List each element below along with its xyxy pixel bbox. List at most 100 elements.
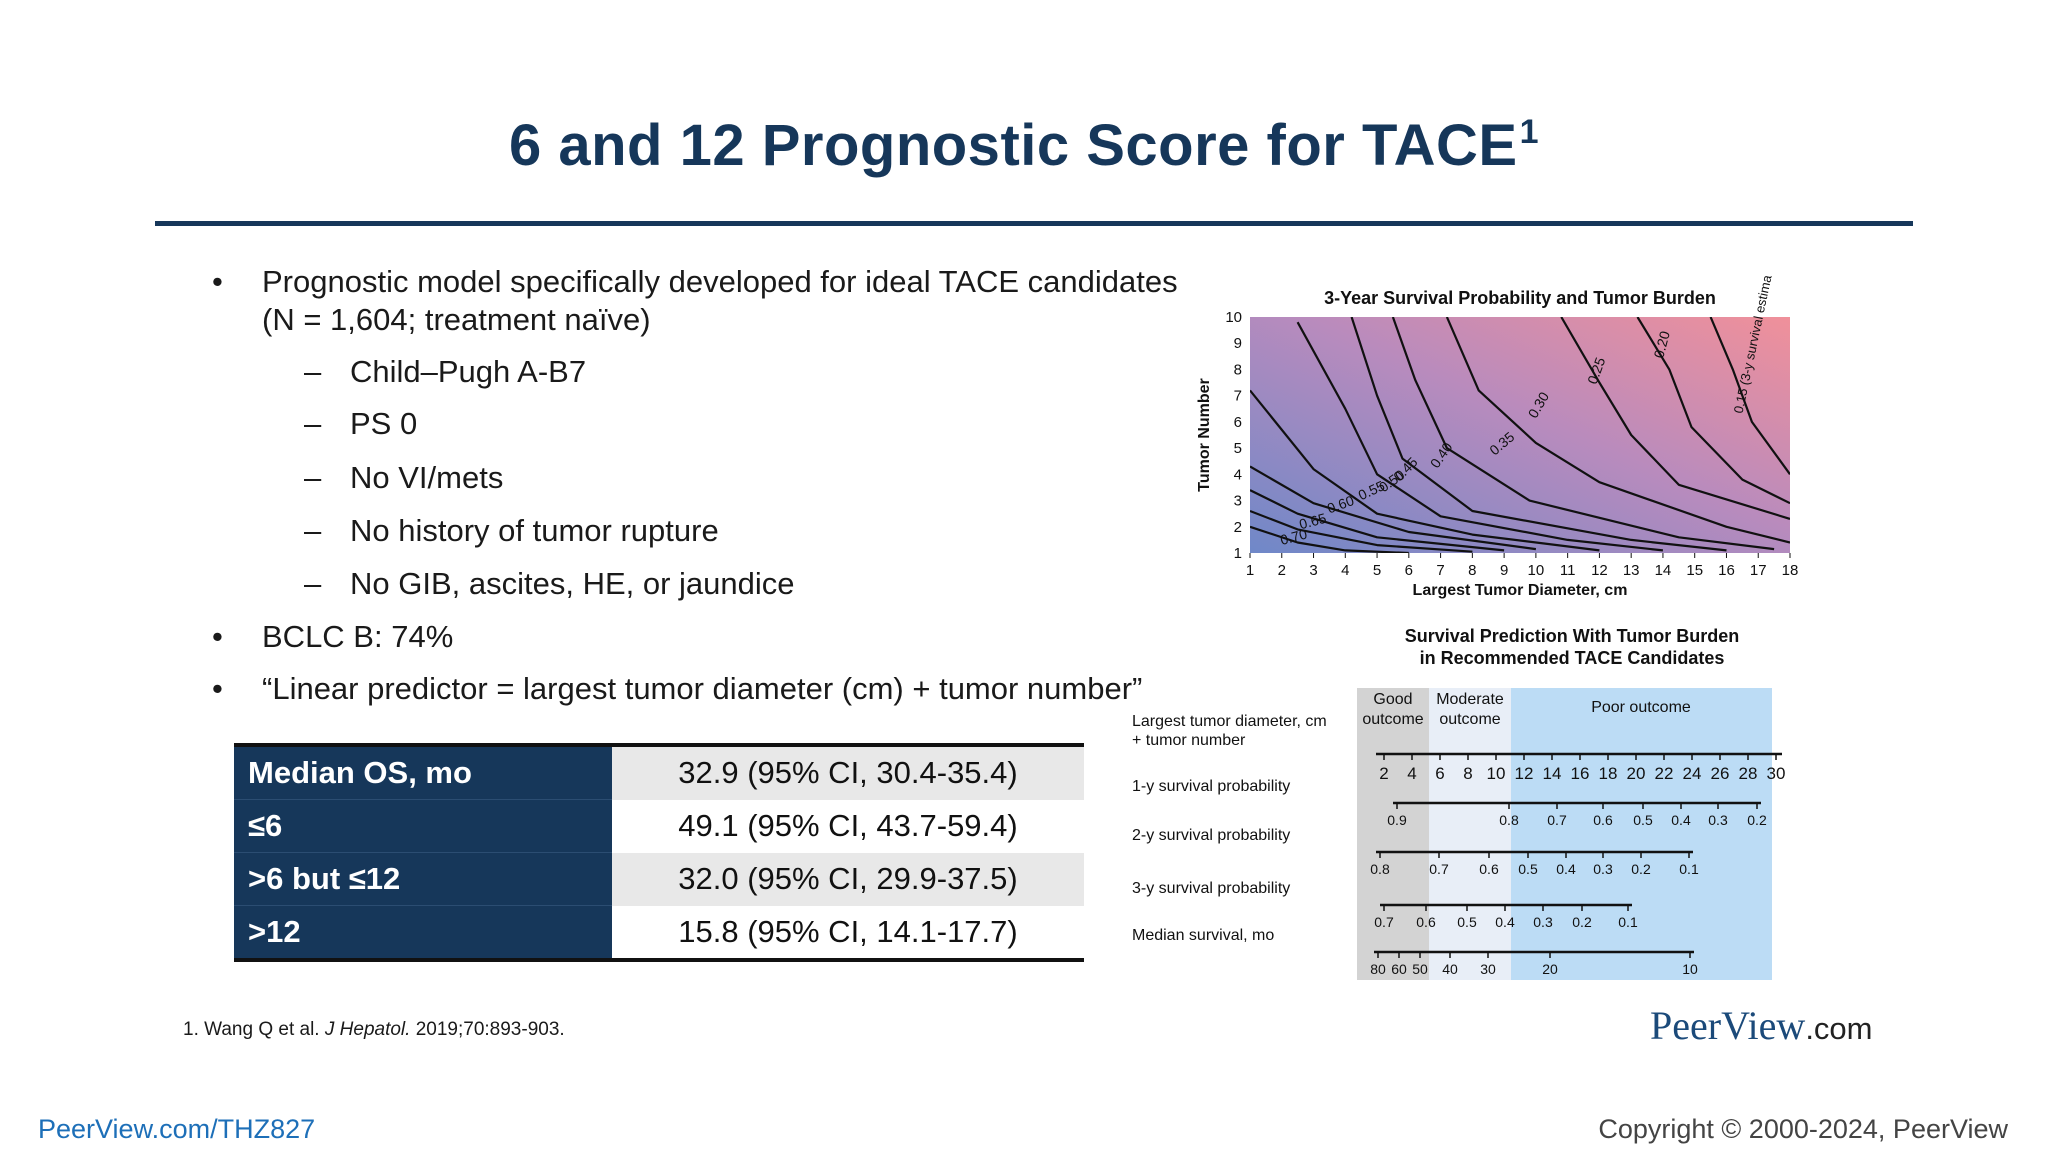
- y-tick-label: 2: [1234, 519, 1242, 536]
- scale-tick-label: 0.4: [1671, 812, 1691, 828]
- reference-journal: J Hepatol.: [324, 1019, 411, 1040]
- slide-title: 6 and 12 Prognostic Score for TACE1: [0, 112, 2048, 179]
- scale-tick-label: 0.8: [1499, 812, 1519, 828]
- scale-tick-label: 22: [1655, 764, 1674, 783]
- x-tick-label: 11: [1560, 562, 1576, 579]
- contour-lines: [1250, 317, 1790, 553]
- scale-tick-label: 0.2: [1631, 861, 1651, 877]
- y-tick-label: 5: [1234, 440, 1242, 457]
- scale-tick-label: 4: [1407, 764, 1416, 783]
- bullet-marker: –: [304, 406, 322, 441]
- scale-tick-label: 20: [1627, 764, 1646, 783]
- contour-label: 0.65: [1297, 510, 1328, 533]
- contour-line: [1296, 321, 1664, 552]
- band-labels: Good outcome Moderate outcome Poor outcome: [1362, 691, 1691, 728]
- x-tick-label: 17: [1750, 562, 1767, 579]
- table-cell-value: 32.9 (95% CI, 30.4-35.4): [612, 745, 1084, 800]
- reference-prefix: 1. Wang Q et al.: [183, 1019, 325, 1040]
- y-tick-label: 3: [1234, 493, 1242, 510]
- scale-tick-label: 30: [1480, 961, 1496, 977]
- bullet-text: Prognostic model specifically developed …: [262, 264, 1178, 299]
- contour-plot-area: [1250, 317, 1790, 553]
- x-axis-ticks: 1 2 3 4 5 6 7 8 9 10 11 12 13 14 15 16 17 18: [1246, 553, 1799, 579]
- scale-tick-label: 60: [1391, 961, 1407, 977]
- x-tick-label: 13: [1623, 562, 1640, 579]
- scale-label: + tumor number: [1132, 732, 1246, 749]
- table-cell-label: Median OS, mo: [234, 745, 612, 800]
- scale-tick-label: 14: [1543, 764, 1562, 783]
- bullet-marker: •: [212, 671, 223, 706]
- y-axis-ticks: 1 2 3 4 5 6 7 8 9 10: [1225, 309, 1242, 562]
- scale-tick-label: 40: [1442, 961, 1458, 977]
- y-tick-label: 6: [1234, 414, 1242, 431]
- table-cell-label: >12: [234, 905, 612, 961]
- band-label: outcome: [1362, 711, 1423, 728]
- scale-tick-label: 18: [1599, 764, 1618, 783]
- nomogram-scales: Largest tumor diameter, cm + tumor number…: [1132, 713, 1785, 977]
- scale-tick-label: 6: [1435, 764, 1444, 783]
- poor-outcome-band: [1511, 688, 1772, 980]
- x-tick-label: 18: [1782, 562, 1799, 579]
- nomogram-chart: Survival Prediction With Tumor Burden in…: [1132, 626, 1785, 980]
- y-tick-label: 4: [1234, 466, 1242, 483]
- copyright-notice: Copyright © 2000-2024, PeerView: [1598, 1114, 2008, 1144]
- bullet-marker: –: [304, 460, 322, 495]
- band-label: outcome: [1439, 711, 1500, 728]
- scale-tick-label: 0.3: [1593, 861, 1613, 877]
- bullet-text: BCLC B: 74%: [262, 619, 454, 654]
- scale-tick-label: 0.3: [1533, 914, 1553, 930]
- scale-tick-label: 0.5: [1457, 914, 1477, 930]
- scale-tick-label: 0.7: [1547, 812, 1567, 828]
- scale-tick-label: 0.1: [1679, 861, 1699, 877]
- table-cell-label: >6 but ≤12: [234, 852, 612, 906]
- peerview-logo: PeerView.com: [1650, 1002, 1873, 1049]
- contour-line: [1445, 317, 1790, 544]
- contour-line: [1250, 489, 1505, 552]
- y-tick-label: 7: [1234, 388, 1242, 405]
- nomogram-title-line2: in Recommended TACE Candidates: [1420, 648, 1725, 668]
- contour-line: [1560, 317, 1790, 520]
- scale-tick-label: 0.6: [1416, 914, 1436, 930]
- scale-tick-label: 10: [1487, 764, 1506, 783]
- bullet-text: No VI/mets: [350, 460, 504, 495]
- contour-line: [1350, 317, 1727, 552]
- logo-suffix: .com: [1805, 1011, 1873, 1046]
- contour-line: [1250, 509, 1473, 553]
- x-axis-label: Largest Tumor Diameter, cm: [1413, 582, 1628, 599]
- scale-tick-label: 0.6: [1593, 812, 1613, 828]
- logo-main: PeerView: [1650, 1003, 1806, 1048]
- x-tick-label: 14: [1655, 562, 1672, 579]
- contour-line: [1250, 389, 1600, 552]
- scale-tick-label: 0.2: [1572, 914, 1592, 930]
- median-os-table: Median OS, mo 32.9 (95% CI, 30.4-35.4) ≤…: [234, 743, 1084, 962]
- scale-tick-label: 26: [1711, 764, 1730, 783]
- bullet-text: “Linear predictor = largest tumor diamet…: [262, 671, 1143, 706]
- scale-tick-label: 0.4: [1495, 914, 1515, 930]
- scale-label: 2-y survival probability: [1132, 827, 1290, 844]
- scale-label: Largest tumor diameter, cm: [1132, 713, 1327, 730]
- bullet-text: No history of tumor rupture: [350, 513, 719, 548]
- scale-tick-label: 50: [1412, 961, 1428, 977]
- scale-tick-label: 0.2: [1747, 812, 1767, 828]
- scale-tick-label: 0.7: [1374, 914, 1394, 930]
- bullet-marker: –: [304, 513, 322, 548]
- band-label: Good: [1373, 691, 1412, 708]
- contour-line: [1709, 317, 1790, 475]
- x-tick-label: 15: [1686, 562, 1703, 579]
- peerview-link[interactable]: PeerView.com/THZ827: [38, 1114, 316, 1144]
- scale-tick-label: 24: [1683, 764, 1702, 783]
- scale-tick-label: 0.5: [1518, 861, 1538, 877]
- x-tick-label: 5: [1373, 562, 1381, 579]
- x-tick-label: 16: [1718, 562, 1735, 579]
- contour-line: [1636, 317, 1790, 505]
- scale-tick-label: 28: [1739, 764, 1758, 783]
- contour-line: [1250, 525, 1409, 553]
- contour-label: 0.70: [1278, 525, 1309, 548]
- scale-tick-label: 2: [1379, 764, 1388, 783]
- bullet-text: (N = 1,604; treatment naïve): [262, 302, 651, 337]
- scale-tick-label: 0.9: [1387, 812, 1407, 828]
- contour-line: [1250, 465, 1537, 551]
- bullet-marker: –: [304, 354, 322, 389]
- title-divider: [155, 221, 1913, 226]
- x-tick-label: 8: [1468, 562, 1476, 579]
